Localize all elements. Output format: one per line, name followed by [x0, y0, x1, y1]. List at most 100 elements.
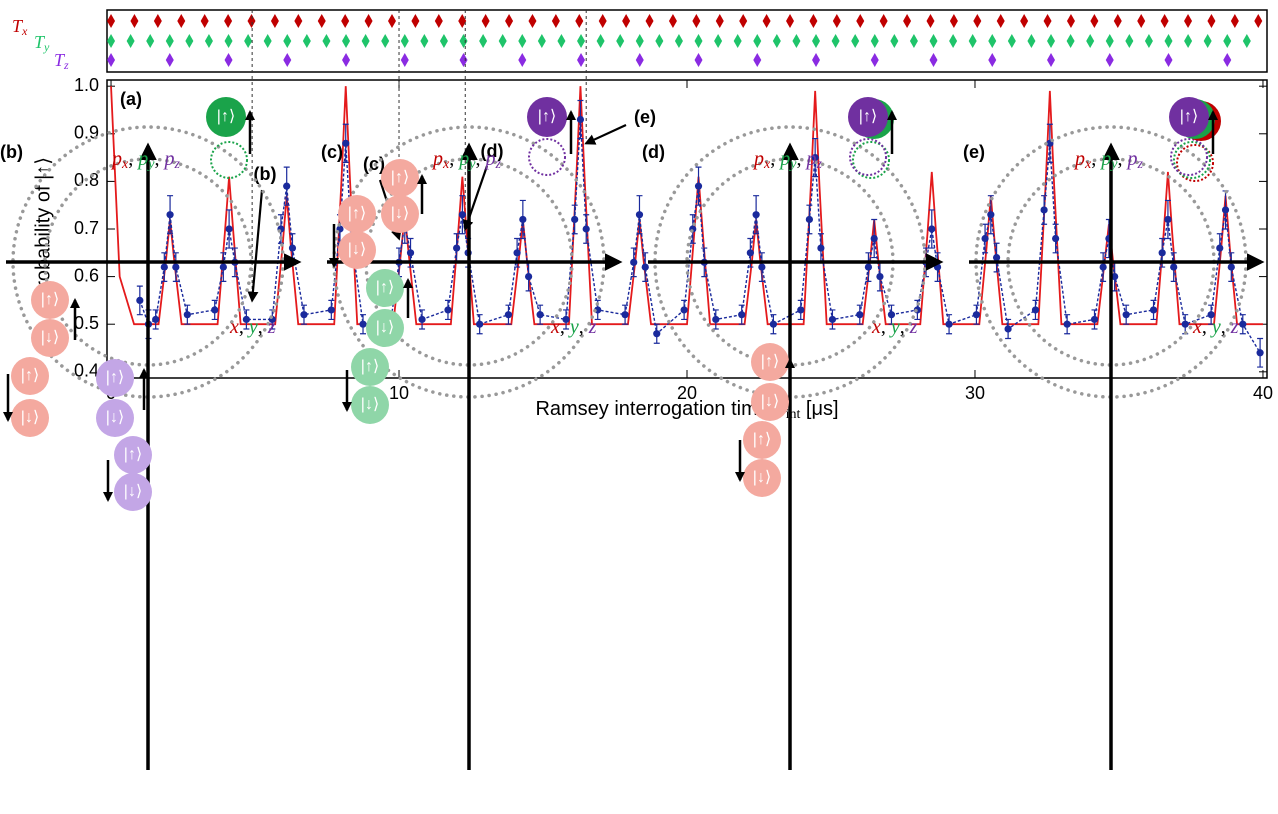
pulse-marker — [1242, 34, 1251, 48]
pulse-marker — [302, 34, 311, 48]
momentum-sub: y — [146, 157, 155, 172]
momentum-sub: z — [494, 157, 501, 172]
pulse-marker — [1137, 14, 1146, 28]
data-point — [933, 263, 942, 271]
data-point — [519, 215, 527, 224]
momentum-base: p — [1099, 148, 1111, 170]
pulse-marker — [126, 34, 135, 48]
pulse-marker — [949, 14, 958, 28]
data-point — [453, 244, 461, 252]
separator: , — [258, 316, 268, 338]
position-base: y — [568, 316, 579, 338]
pulse-marker — [645, 14, 654, 28]
pulse-marker — [1125, 34, 1134, 48]
data-point — [359, 320, 367, 328]
ket-label: |↓⟩ — [21, 409, 39, 426]
initial-state — [849, 138, 887, 176]
pulse-marker — [988, 34, 997, 48]
y-tick-label: 0.9 — [74, 123, 99, 143]
pulse-marker — [317, 14, 326, 28]
data-point — [828, 315, 837, 324]
state-spot — [96, 359, 134, 397]
momentum-sub: y — [1109, 157, 1118, 172]
pulse-marker — [575, 14, 584, 28]
data-point — [987, 211, 995, 219]
x-tick-label: 30 — [965, 383, 985, 403]
phase-diagram: (d) px, py, pzx, y, z|↑⟩|↑⟩|↓⟩|↑⟩|↓⟩ — [642, 97, 944, 770]
data-point — [219, 263, 227, 271]
data-point — [536, 311, 544, 319]
data-point — [283, 182, 291, 190]
state-spot — [848, 97, 888, 137]
pulse-marker — [244, 34, 253, 48]
pulse-marker — [342, 34, 351, 48]
x-tick-label: 20 — [677, 383, 697, 403]
state-spot — [114, 436, 152, 474]
phase-diagram: (c) px, py, pzx, y, z|↑⟩|↑⟩|↑⟩ |↓⟩|↓⟩|↑⟩|↓… — [321, 97, 623, 770]
pulse-marker — [263, 34, 272, 48]
momentum-label: px, py, pz — [110, 148, 180, 173]
panel-label: (a) — [120, 89, 142, 109]
position-base: x — [1192, 316, 1202, 338]
data-point — [342, 139, 350, 147]
ket-label: |↑⟩ — [124, 446, 142, 463]
pulse-marker — [988, 53, 997, 67]
pulse-marker — [420, 34, 429, 48]
ket-label: |↓⟩ — [41, 329, 59, 346]
pulse-marker — [668, 14, 677, 28]
data-point — [653, 330, 661, 338]
pulse-marker — [341, 14, 350, 28]
pulse-marker — [903, 14, 912, 28]
separator: , — [579, 316, 589, 338]
initial-state — [852, 141, 890, 179]
pulse-marker — [224, 53, 233, 67]
data-point — [525, 273, 533, 281]
momentum-sub: x — [442, 157, 450, 172]
initial-state — [1176, 144, 1214, 182]
pulse-label: Tx — [12, 16, 28, 38]
pulse-marker — [739, 14, 748, 28]
pulse-marker — [283, 34, 292, 48]
state-spot — [527, 97, 567, 137]
x-tick-label: 40 — [1253, 383, 1273, 403]
data-point — [1221, 206, 1230, 214]
position-base: y — [1210, 316, 1221, 338]
pulse-marker — [200, 14, 209, 28]
pulse-marker — [439, 34, 448, 48]
momentum-sub: z — [1136, 157, 1143, 172]
pulse-marker — [364, 14, 373, 28]
data-connector — [139, 119, 1261, 354]
data-point — [864, 263, 873, 271]
pulse-label: Tz — [54, 50, 69, 72]
position-label: x, y, z — [229, 316, 276, 338]
pulse-marker — [165, 34, 174, 48]
pulse-marker — [812, 34, 821, 48]
data-point — [856, 311, 864, 319]
data-point — [887, 311, 896, 319]
pulse-marker — [870, 53, 879, 67]
data-point — [571, 215, 579, 224]
data-point — [758, 263, 766, 271]
data-point — [621, 311, 629, 319]
pulse-marker — [753, 34, 762, 48]
pulse-marker — [694, 53, 703, 67]
pulse-marker — [715, 14, 724, 28]
pulse-marker — [879, 14, 888, 28]
pulse-marker — [973, 14, 982, 28]
data-point — [805, 215, 813, 224]
state-spot — [751, 343, 789, 381]
data-point — [458, 211, 466, 219]
ket-label: |↑⟩ — [217, 108, 235, 125]
data-point — [1031, 306, 1040, 314]
state-spot — [743, 459, 781, 497]
pulse-marker — [283, 53, 292, 67]
data-point — [1207, 311, 1215, 319]
separator: , — [560, 316, 570, 338]
data-point — [1122, 311, 1130, 319]
pulse-marker — [557, 34, 566, 48]
pulse-marker — [1223, 53, 1232, 67]
pulse-marker — [518, 34, 527, 48]
pulse-marker — [411, 14, 420, 28]
position-base: y — [889, 316, 900, 338]
pulse-marker — [381, 34, 390, 48]
